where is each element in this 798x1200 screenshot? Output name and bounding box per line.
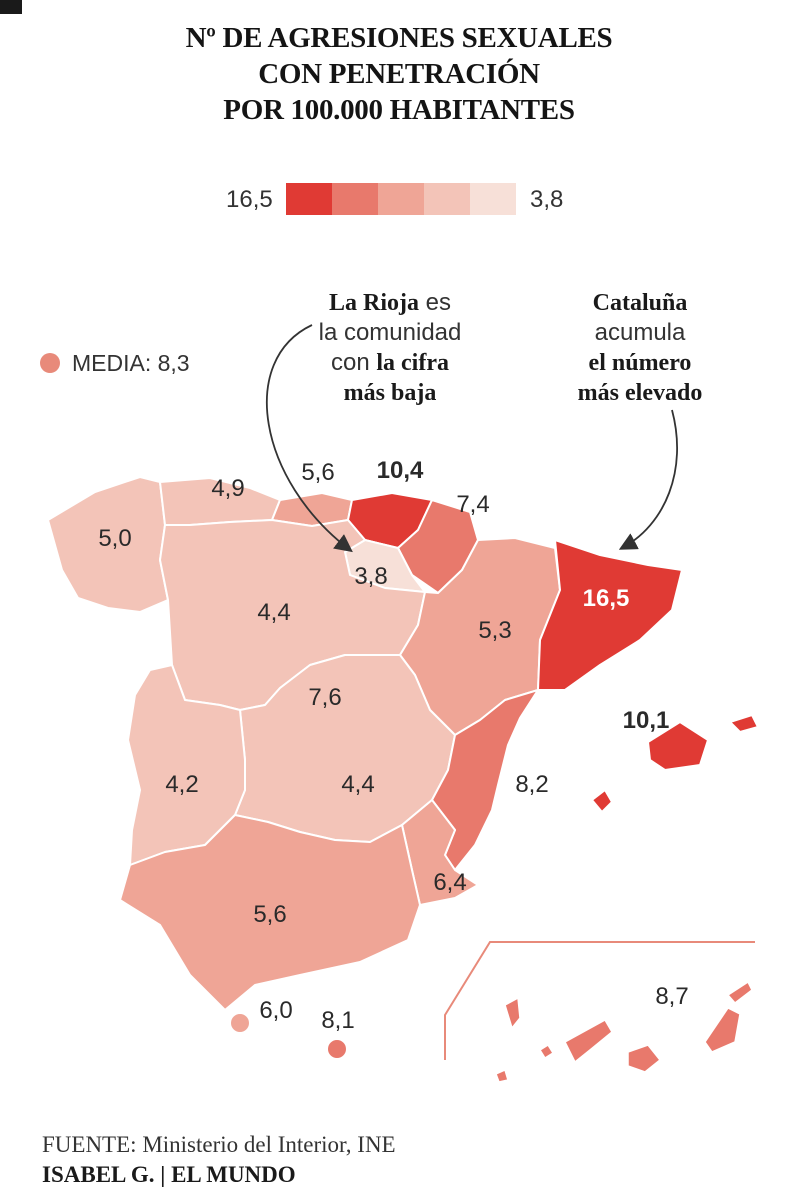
label-galicia: 5,0	[98, 525, 131, 552]
legend-swatch-2	[332, 183, 378, 215]
rioja-arrow	[266, 324, 353, 553]
legend-swatch-5	[470, 183, 516, 215]
label-melilla: 8,1	[321, 1007, 354, 1034]
note-rioja-bold-3: más baja	[343, 380, 437, 406]
title-line-3: POR 100.000 HABITANTES	[223, 94, 575, 126]
legend-swatch-1	[286, 183, 332, 215]
note-cataluna-text: acumula	[594, 319, 686, 346]
average-label: MEDIA: 8,3	[72, 350, 190, 376]
legend-swatch-4	[424, 183, 470, 215]
region-cataluna	[537, 539, 683, 691]
region-baleares-ibiza	[591, 789, 613, 813]
label-aragon: 5,3	[478, 617, 511, 644]
canarias-inset-frame	[444, 941, 755, 1060]
label-canarias: 8,7	[655, 983, 688, 1010]
average-dot-icon	[40, 353, 60, 373]
outlet-name: EL MUNDO	[171, 1162, 296, 1187]
cataluna-arrow	[618, 409, 678, 550]
label-pais-vasco: 10,4	[377, 457, 424, 484]
region-melilla	[326, 1038, 348, 1060]
author-name: ISABEL G.	[42, 1162, 155, 1187]
legend-swatch-3	[378, 183, 424, 215]
average-indicator: MEDIA: 8,3	[40, 350, 190, 377]
source-text: Ministerio del Interior, INE	[136, 1132, 396, 1157]
note-cataluna-name: Cataluña	[592, 290, 688, 316]
corner-mark	[0, 0, 22, 14]
label-baleares: 10,1	[623, 707, 670, 734]
source-label: FUENTE:	[42, 1132, 137, 1157]
region-canarias-tenerife	[564, 1018, 613, 1064]
label-la-rioja: 3,8	[354, 563, 387, 590]
note-rioja-text-1: es	[418, 289, 451, 316]
footer: FUENTE: Ministerio del Interior, INE ISA…	[42, 1132, 396, 1187]
note-la-rioja: La Rioja es la comunidad con la cifra má…	[290, 288, 490, 408]
note-rioja-text-2: la comunidad	[318, 319, 462, 346]
region-ceuta	[229, 1012, 251, 1034]
legend-max-label: 16,5	[226, 186, 273, 213]
region-canarias-lanzarote	[726, 980, 753, 1005]
label-murcia: 6,4	[433, 869, 466, 896]
region-canarias-fuerteventura	[704, 1007, 741, 1053]
label-navarra: 7,4	[456, 491, 489, 518]
label-castilla-mancha: 4,4	[341, 771, 374, 798]
region-canarias-la-palma	[504, 996, 521, 1030]
color-legend: 16,5 3,8	[0, 183, 798, 217]
note-rioja-bold-2: la cifra	[376, 350, 449, 376]
region-canarias-gran-canaria	[627, 1044, 662, 1073]
label-valencia: 8,2	[515, 771, 548, 798]
map-title: Nº DE AGRESIONES SEXUALES CON PENETRACIÓ…	[0, 20, 798, 128]
label-ceuta: 6,0	[259, 997, 292, 1024]
note-cataluna-bold-2: el número	[588, 350, 692, 376]
region-baleares-menorca	[729, 714, 759, 733]
title-line-1: Nº DE AGRESIONES SEXUALES	[185, 22, 613, 54]
note-rioja-name: La Rioja	[328, 290, 419, 316]
title-line-2: CON PENETRACIÓN	[258, 58, 540, 90]
label-andalucia: 5,6	[253, 901, 286, 928]
note-cataluna: Cataluña acumula el número más elevado	[540, 288, 740, 408]
region-andalucia	[119, 814, 421, 1011]
label-asturias: 4,9	[211, 475, 244, 502]
note-rioja-text-3: con	[330, 349, 377, 376]
region-canarias-hierro	[495, 1068, 509, 1083]
label-cataluna: 16,5	[583, 585, 630, 612]
label-castilla-leon: 4,4	[257, 599, 290, 626]
label-madrid: 7,6	[308, 684, 341, 711]
label-cantabria: 5,6	[301, 459, 334, 486]
legend-min-label: 3,8	[530, 186, 564, 213]
region-baleares-mallorca	[647, 721, 709, 771]
note-cataluna-bold-3: más elevado	[577, 380, 703, 406]
label-extremadura: 4,2	[165, 771, 198, 798]
region-canarias-gomera	[538, 1043, 555, 1060]
